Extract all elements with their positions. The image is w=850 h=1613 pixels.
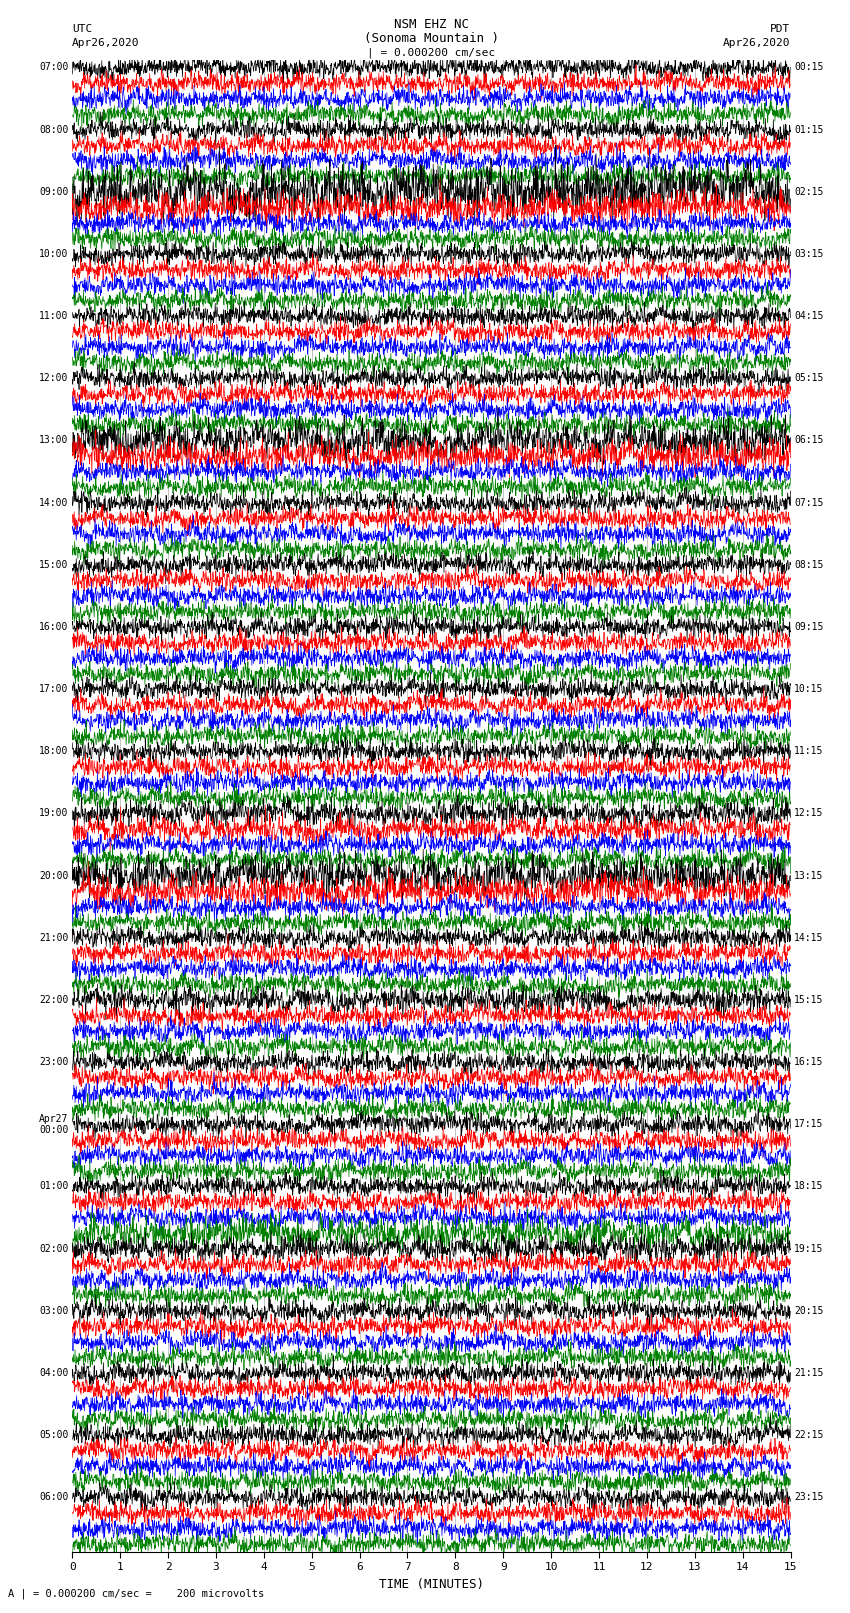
Text: 11:15: 11:15 xyxy=(794,747,824,756)
Text: 21:00: 21:00 xyxy=(39,932,69,944)
Text: 09:15: 09:15 xyxy=(794,623,824,632)
Text: 22:15: 22:15 xyxy=(794,1431,824,1440)
Text: 03:00: 03:00 xyxy=(39,1307,69,1316)
Text: 02:15: 02:15 xyxy=(794,187,824,197)
Text: 23:15: 23:15 xyxy=(794,1492,824,1502)
Text: Apr26,2020: Apr26,2020 xyxy=(72,39,139,48)
Text: 09:00: 09:00 xyxy=(39,187,69,197)
Text: 20:00: 20:00 xyxy=(39,871,69,881)
Text: 14:00: 14:00 xyxy=(39,498,69,508)
Text: 18:00: 18:00 xyxy=(39,747,69,756)
Text: 01:15: 01:15 xyxy=(794,124,824,134)
Text: 13:15: 13:15 xyxy=(794,871,824,881)
Text: 14:15: 14:15 xyxy=(794,932,824,944)
Text: 07:00: 07:00 xyxy=(39,63,69,73)
X-axis label: TIME (MINUTES): TIME (MINUTES) xyxy=(379,1578,484,1590)
Text: 23:00: 23:00 xyxy=(39,1057,69,1068)
Text: 17:15: 17:15 xyxy=(794,1119,824,1129)
Text: 02:00: 02:00 xyxy=(39,1244,69,1253)
Text: 04:15: 04:15 xyxy=(794,311,824,321)
Text: 01:00: 01:00 xyxy=(39,1181,69,1192)
Text: PDT: PDT xyxy=(770,24,790,34)
Text: 04:00: 04:00 xyxy=(39,1368,69,1378)
Text: (Sonoma Mountain ): (Sonoma Mountain ) xyxy=(364,32,499,45)
Text: 19:00: 19:00 xyxy=(39,808,69,818)
Text: 10:15: 10:15 xyxy=(794,684,824,694)
Text: Apr26,2020: Apr26,2020 xyxy=(723,39,791,48)
Text: 17:00: 17:00 xyxy=(39,684,69,694)
Text: 10:00: 10:00 xyxy=(39,248,69,260)
Text: 12:15: 12:15 xyxy=(794,808,824,818)
Text: 08:00: 08:00 xyxy=(39,124,69,134)
Text: 19:15: 19:15 xyxy=(794,1244,824,1253)
Text: 05:15: 05:15 xyxy=(794,373,824,384)
Text: 06:15: 06:15 xyxy=(794,436,824,445)
Text: | = 0.000200 cm/sec: | = 0.000200 cm/sec xyxy=(367,47,496,58)
Text: 06:00: 06:00 xyxy=(39,1492,69,1502)
Text: 16:00: 16:00 xyxy=(39,623,69,632)
Text: 16:15: 16:15 xyxy=(794,1057,824,1068)
Text: 07:15: 07:15 xyxy=(794,498,824,508)
Text: NSM EHZ NC: NSM EHZ NC xyxy=(394,18,469,31)
Text: 15:00: 15:00 xyxy=(39,560,69,569)
Text: UTC: UTC xyxy=(72,24,93,34)
Text: A | = 0.000200 cm/sec =    200 microvolts: A | = 0.000200 cm/sec = 200 microvolts xyxy=(8,1589,264,1600)
Text: 20:15: 20:15 xyxy=(794,1307,824,1316)
Text: 03:15: 03:15 xyxy=(794,248,824,260)
Text: 22:00: 22:00 xyxy=(39,995,69,1005)
Text: 12:00: 12:00 xyxy=(39,373,69,384)
Text: 21:15: 21:15 xyxy=(794,1368,824,1378)
Text: 05:00: 05:00 xyxy=(39,1431,69,1440)
Text: 00:15: 00:15 xyxy=(794,63,824,73)
Text: 08:15: 08:15 xyxy=(794,560,824,569)
Text: 15:15: 15:15 xyxy=(794,995,824,1005)
Text: 18:15: 18:15 xyxy=(794,1181,824,1192)
Text: 13:00: 13:00 xyxy=(39,436,69,445)
Text: Apr27
00:00: Apr27 00:00 xyxy=(39,1113,69,1136)
Text: 11:00: 11:00 xyxy=(39,311,69,321)
